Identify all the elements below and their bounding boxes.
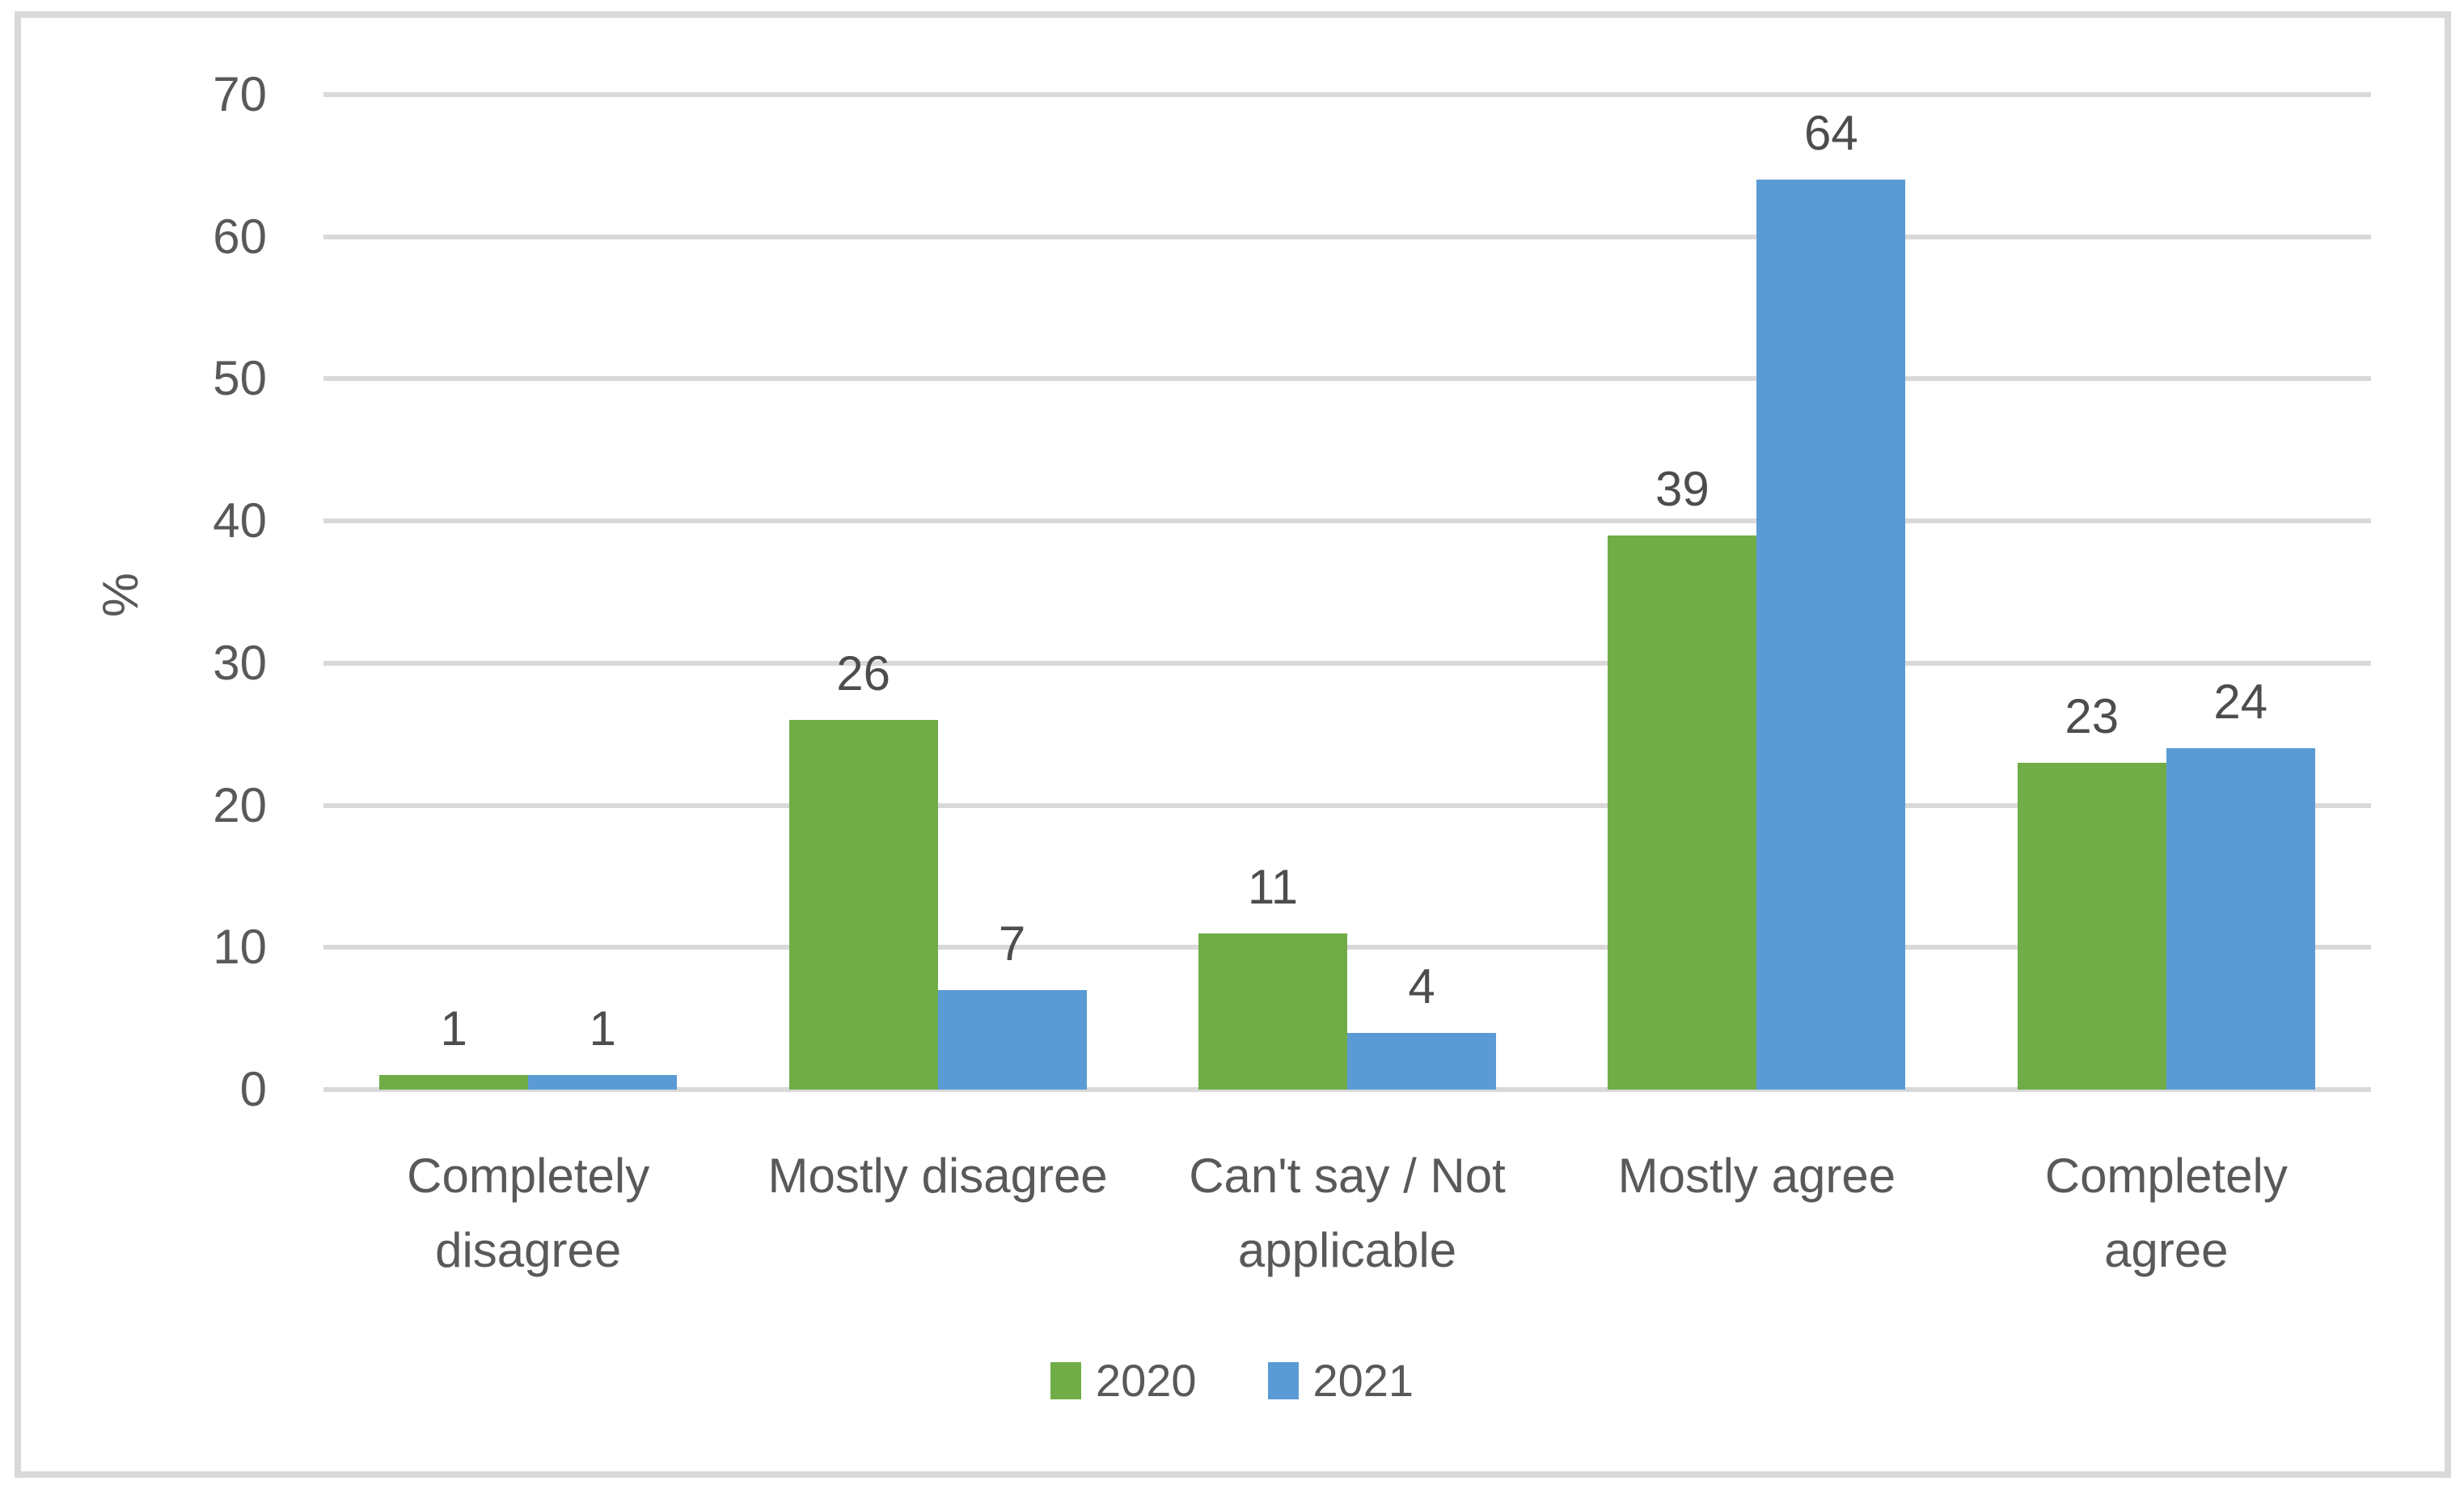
x-category-label: Completely agree [2044, 1149, 2288, 1277]
gridline-70 [323, 92, 2371, 97]
x-category-label: Completely disagree [407, 1149, 650, 1277]
bar-2020 [379, 1075, 529, 1090]
data-label-2021: 7 [998, 916, 1026, 971]
y-tick-label-70: 70 [213, 67, 267, 121]
y-tick-label-40: 40 [213, 493, 267, 548]
legend: 2020 2021 [0, 1344, 2464, 1417]
legend-item-2020: 2020 [1050, 1356, 1197, 1405]
data-label-2021: 24 [2213, 675, 2268, 729]
gridline-0 [323, 1087, 2371, 1092]
gridline-30 [323, 660, 2371, 666]
legend-swatch-2020 [1050, 1362, 1081, 1399]
bar-2020 [2017, 763, 2166, 1090]
legend-item-2021: 2021 [1267, 1355, 1414, 1406]
x-category-label: Mostly disagree [767, 1149, 1108, 1203]
y-tick-label-60: 60 [213, 209, 267, 264]
legend-label-2020: 2020 [1095, 1355, 1197, 1406]
gridline-20 [323, 802, 2371, 808]
gridline-40 [323, 518, 2371, 524]
legend-label-2021: 2021 [1312, 1355, 1414, 1406]
x-category-label: Can't say / Not applicable [1189, 1149, 1506, 1277]
gridline-60 [323, 234, 2371, 239]
y-tick-label-20: 20 [213, 777, 267, 832]
data-label-2021: 1 [589, 1001, 616, 1056]
bar-2021 [937, 990, 1087, 1090]
chart-frame [15, 11, 2451, 1478]
y-tick-label-50: 50 [213, 351, 267, 406]
y-tick-label-10: 10 [213, 920, 267, 975]
data-label-2020: 26 [836, 646, 890, 700]
bar-2020 [788, 720, 938, 1090]
data-label-2020: 1 [440, 1001, 467, 1056]
data-label-2020: 39 [1655, 462, 1710, 516]
bar-2021 [528, 1075, 678, 1090]
legend-swatch-2021 [1267, 1362, 1299, 1399]
data-label-2021: 64 [1804, 106, 1858, 160]
data-label-2020: 23 [2065, 689, 2120, 743]
bar-2021 [1347, 1033, 1496, 1090]
bar-2021 [2166, 748, 2315, 1090]
gridline-10 [323, 945, 2371, 950]
bar-2021 [1756, 180, 1906, 1090]
y-axis-title-text: % [93, 572, 150, 617]
bar-2020 [1608, 535, 1757, 1090]
data-label-2021: 4 [1408, 959, 1435, 1014]
y-tick-label-30: 30 [213, 635, 267, 690]
bar-2020 [1198, 933, 1347, 1090]
gridline-50 [323, 376, 2371, 382]
y-tick-label-0: 0 [239, 1062, 267, 1116]
data-label-2020: 11 [1247, 860, 1299, 914]
x-category-label: Mostly agree [1617, 1149, 1896, 1203]
